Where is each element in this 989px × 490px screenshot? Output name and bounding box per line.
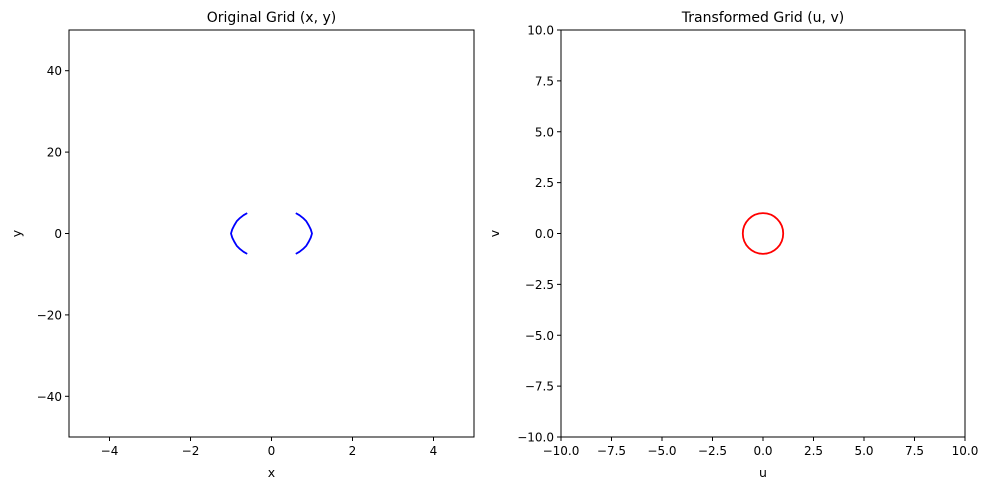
y-tick-label: 0: [54, 227, 62, 241]
x-tick-label: −4: [101, 444, 119, 458]
x-tick-label: 7.5: [905, 444, 924, 458]
x-axis-label: u: [759, 465, 767, 480]
y-tick-label: 20: [47, 146, 62, 160]
y-tick-label: −20: [37, 308, 62, 322]
y-tick-label: 7.5: [535, 74, 554, 88]
y-tick-label: 10.0: [527, 24, 554, 38]
x-tick-label: 2: [349, 444, 357, 458]
chart-title: Original Grid (x, y): [207, 10, 336, 26]
y-axis-label: y: [9, 229, 24, 237]
x-tick-label: −2.5: [698, 444, 727, 458]
x-tick-label: −7.5: [597, 444, 626, 458]
series-circle: [741, 212, 785, 255]
x-tick-label: 4: [430, 444, 438, 458]
plot-area: [561, 30, 965, 437]
x-tick-label: −5.0: [647, 444, 676, 458]
y-tick-label: 40: [47, 64, 62, 78]
x-tick-label: −2: [182, 444, 200, 458]
chart-panel-2: Transformed Grid (u, v) −10.0 −7.5 −5.0 −2.5…: [487, 10, 978, 480]
y-axis-label: v: [487, 229, 502, 237]
x-tick-label: −10.0: [543, 444, 580, 458]
chart-title: Transformed Grid (u, v): [681, 10, 844, 26]
x-tick-label: 0.0: [753, 444, 772, 458]
y-tick-label: 0.0: [535, 227, 554, 241]
y-tick-label: 5.0: [535, 125, 554, 139]
y-tick-label: 2.5: [535, 176, 554, 190]
y-tick-label: −7.5: [525, 380, 554, 394]
series-line-2: [295, 212, 313, 255]
plot-area: [69, 30, 474, 437]
y-tick-label: −40: [37, 390, 62, 404]
x-tick-label: 0: [268, 444, 276, 458]
series-line-1: [230, 212, 248, 255]
x-tick-label: 10.0: [952, 444, 979, 458]
y-tick-label: −2.5: [525, 278, 554, 292]
axes-frame: [68, 29, 475, 438]
x-tick-label: 2.5: [804, 444, 823, 458]
y-tick-label: −5.0: [525, 329, 554, 343]
x-axis-label: x: [268, 465, 275, 480]
axes-frame: [560, 29, 966, 438]
x-tick-label: 5.0: [854, 444, 873, 458]
y-tick-label: −10.0: [517, 431, 554, 445]
